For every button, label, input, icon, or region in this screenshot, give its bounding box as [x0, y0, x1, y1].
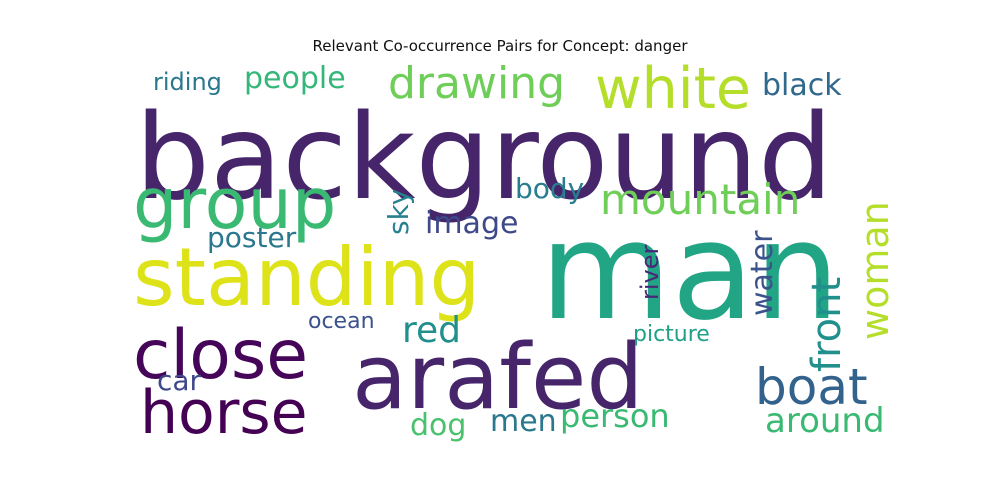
word-black: black	[762, 68, 842, 103]
word-background: background	[135, 88, 833, 226]
word-white: white	[595, 56, 751, 122]
word-mountain: mountain	[600, 175, 800, 224]
word-ocean: ocean	[308, 309, 375, 334]
word-front: front	[804, 277, 850, 372]
chart-title: Relevant Co-occurrence Pairs for Concept…	[312, 37, 688, 55]
word-image: image	[425, 206, 518, 241]
word-close: close	[133, 316, 308, 395]
word-boat: boat	[755, 358, 868, 416]
word-body: body	[515, 172, 584, 205]
word-people: people	[244, 61, 346, 96]
word-water: water	[745, 230, 780, 316]
word-man: man	[540, 193, 840, 350]
word-around: around	[765, 401, 885, 441]
word-arafed: arafed	[352, 325, 644, 430]
word-drawing: drawing	[388, 58, 565, 109]
word-riding: riding	[153, 68, 222, 96]
word-dog: dog	[410, 408, 466, 443]
word-woman: woman	[853, 201, 897, 340]
word-red: red	[402, 310, 461, 351]
word-standing: standing	[133, 231, 480, 324]
word-group: group	[133, 163, 336, 245]
word-river: river	[636, 244, 664, 300]
word-car: car	[157, 364, 202, 397]
word-picture: picture	[633, 322, 710, 347]
word-horse: horse	[140, 378, 308, 448]
word-men: men	[490, 404, 557, 439]
word-poster: poster	[207, 221, 297, 254]
word-person: person	[560, 397, 670, 435]
word-sky: sky	[382, 189, 415, 235]
